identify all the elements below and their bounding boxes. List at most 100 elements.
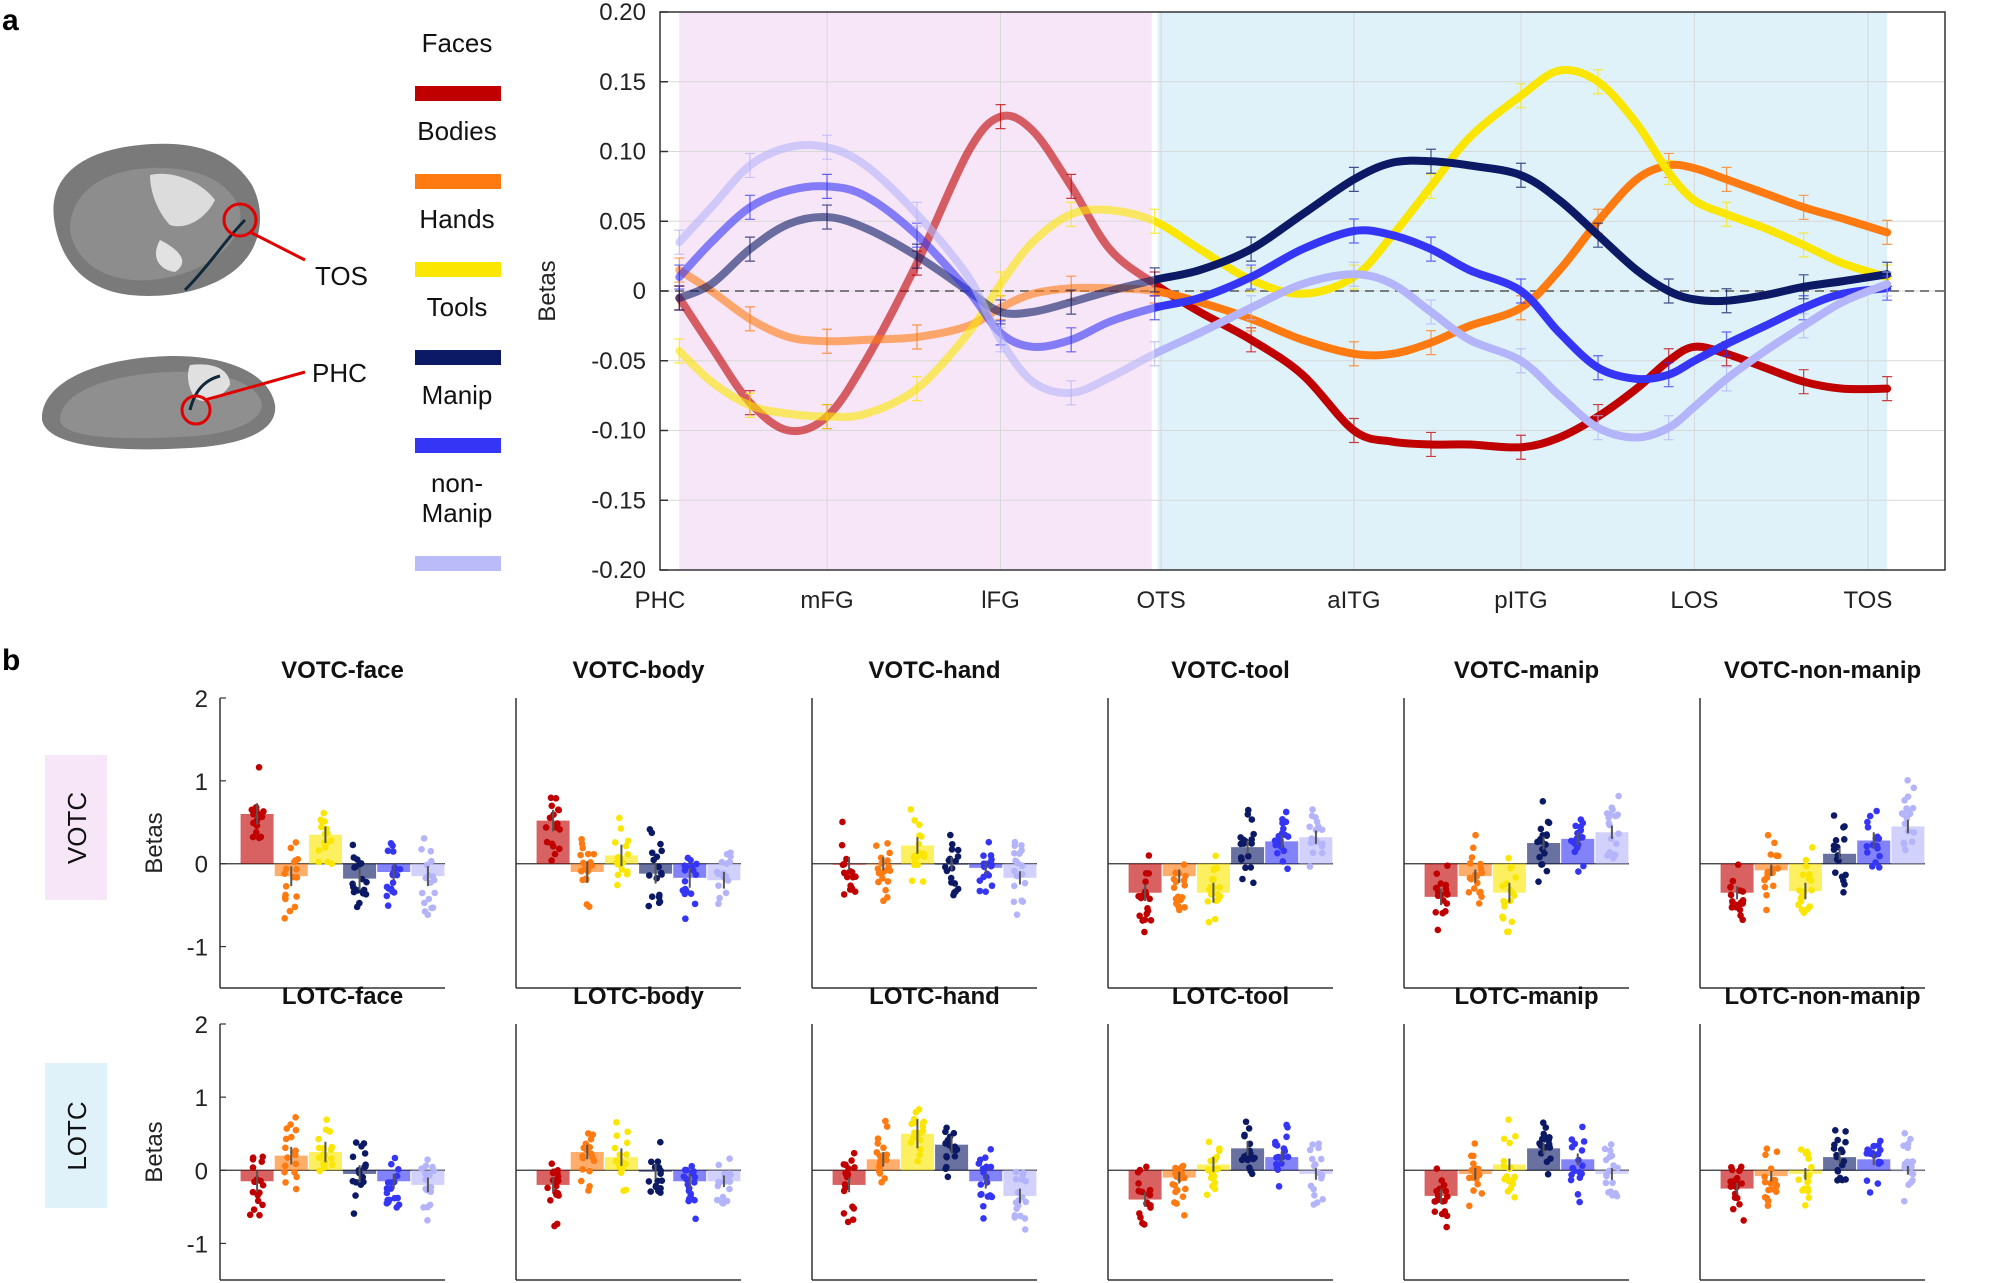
subject-dot — [1833, 1153, 1841, 1161]
subject-dot — [646, 826, 654, 833]
subject-dot — [874, 1135, 882, 1143]
subject-dot — [1017, 1212, 1024, 1220]
subject-dot — [954, 846, 962, 854]
subject-dot — [358, 1143, 365, 1150]
subject-dot — [1603, 810, 1611, 817]
subject-dot — [1542, 1124, 1550, 1131]
subject-dot — [293, 866, 300, 873]
subject-dot — [281, 894, 289, 901]
subject-dot — [1800, 888, 1808, 895]
subject-dot — [1503, 880, 1510, 887]
subject-dot — [843, 855, 850, 863]
subject-dot — [1281, 831, 1289, 839]
subject-dot — [395, 1201, 403, 1209]
subject-dot — [1237, 834, 1244, 841]
subject-dot — [430, 876, 438, 884]
subject-dot — [1901, 820, 1909, 828]
subject-dot — [1763, 906, 1770, 914]
subject-dot — [1576, 1198, 1583, 1206]
subject-dot — [1830, 842, 1838, 850]
subject-dot — [1213, 1153, 1221, 1161]
subject-dot — [1238, 856, 1245, 863]
bar-tools — [1527, 1148, 1561, 1171]
subject-dot — [1278, 1160, 1285, 1167]
subject-dot — [1873, 807, 1880, 815]
subject-dot — [1251, 1154, 1258, 1162]
subject-dot — [691, 900, 699, 908]
subject-dot — [617, 825, 625, 832]
subject-dot — [1280, 847, 1288, 855]
subject-dot — [920, 1118, 928, 1126]
subject-dot — [418, 845, 425, 853]
subject-dot — [982, 888, 990, 895]
subject-dot — [613, 1157, 621, 1165]
subject-dot — [1177, 896, 1184, 904]
subject-dot — [420, 835, 428, 842]
series-line-votc-hands — [675, 205, 1155, 421]
subject-dot — [1135, 1188, 1143, 1195]
subject-dot — [727, 853, 734, 860]
subject-dot — [426, 1201, 434, 1209]
subject-dot — [287, 1133, 295, 1141]
subject-dot — [1579, 1162, 1586, 1170]
subject-dot — [320, 809, 328, 817]
subject-dot — [389, 879, 397, 886]
subject-dot — [951, 889, 958, 896]
subject-dot — [655, 1164, 663, 1171]
subject-dot — [1018, 842, 1025, 849]
subject-dot — [839, 861, 847, 869]
subject-dot — [315, 858, 323, 866]
subject-dot — [391, 1154, 399, 1162]
bar-panel-lotc-non-manip: LOTC-non-manip — [1699, 983, 1925, 1281]
subject-dot — [681, 877, 689, 885]
subject-dot — [425, 895, 433, 903]
subject-dot — [657, 869, 665, 877]
subject-dot — [624, 851, 632, 858]
subject-dot — [943, 1163, 950, 1171]
subject-dot — [726, 1185, 733, 1193]
subject-dot — [1273, 1164, 1281, 1172]
subject-dot — [1013, 911, 1021, 918]
subject-dot — [883, 1151, 890, 1159]
subject-dot — [1875, 864, 1883, 871]
subject-dot — [1505, 1116, 1512, 1124]
x-tick-label-tos: TOS — [1843, 587, 1892, 614]
subject-dot — [1834, 1176, 1841, 1184]
legend-swatch-manip — [415, 438, 501, 453]
subject-dot — [1143, 1163, 1150, 1171]
subject-dot — [1318, 826, 1326, 833]
bar-panel-title: VOTC-hand — [869, 657, 1001, 684]
subject-dot — [692, 871, 700, 879]
subject-dot — [624, 868, 631, 875]
bar-panel-title: VOTC-manip — [1454, 657, 1599, 684]
subject-dot — [1543, 867, 1551, 875]
subject-dot — [1610, 1162, 1617, 1169]
subject-dot — [1863, 1177, 1871, 1185]
subject-dot — [424, 1217, 431, 1224]
subject-dot — [727, 1171, 734, 1179]
subject-dot — [840, 1187, 848, 1195]
subject-dot — [1805, 1172, 1813, 1179]
subject-dot — [1727, 891, 1735, 899]
subject-dot — [1908, 838, 1916, 846]
subject-dot — [1511, 1193, 1518, 1201]
legend-label-bodies: Bodies — [417, 116, 497, 146]
subject-dot — [1875, 835, 1883, 842]
subject-dot — [1021, 1226, 1029, 1233]
subject-dot — [977, 1191, 984, 1199]
subject-dot — [1145, 852, 1153, 859]
series-line-votc-bodies — [675, 266, 1155, 346]
subject-dot — [1910, 784, 1918, 792]
subject-dot — [1540, 1130, 1548, 1138]
bar-panel-votc-face: VOTC-face -1 0 1 2 Betas — [141, 657, 445, 989]
subject-dot — [911, 1129, 918, 1136]
subject-dot — [1247, 1167, 1254, 1175]
subject-dot — [1478, 1190, 1486, 1197]
legend-swatch-tools — [415, 350, 501, 365]
subject-dot — [914, 861, 922, 869]
subject-dot — [1542, 1136, 1549, 1143]
subject-dot — [648, 893, 656, 901]
subject-dot — [949, 1146, 957, 1153]
subject-dot — [1898, 810, 1906, 817]
